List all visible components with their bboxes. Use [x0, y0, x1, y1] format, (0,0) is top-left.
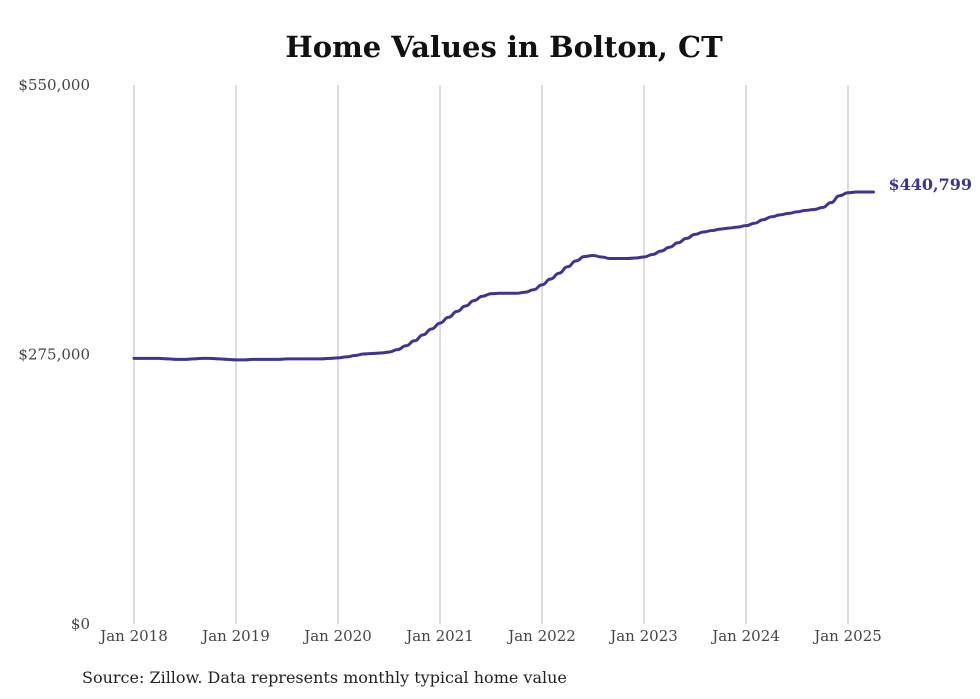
source-note: Source: Zillow. Data represents monthly … [82, 668, 567, 687]
line-chart: $0$275,000$550,000 Jan 2018 Jan 2019 Jan 2… [18, 76, 973, 645]
x-axis-tick-labels: Jan 2018 Jan 2019 Jan 2020 Jan 2021 Jan 2022… [98, 627, 882, 645]
y-tick-label: $550,000 [18, 76, 90, 94]
x-tick-label: Jan 2022 [506, 627, 576, 645]
x-tick-label: Jan 2019 [200, 627, 270, 645]
x-tick-label: Jan 2020 [302, 627, 372, 645]
y-tick-label: $0 [71, 615, 90, 633]
chart-title: Home Values in Bolton, CT [285, 30, 723, 64]
grid-lines [133, 85, 849, 624]
x-tick-label: Jan 2018 [98, 627, 168, 645]
latest-value-label: $440,799 [889, 175, 973, 194]
x-tick-label: Jan 2025 [812, 627, 882, 645]
y-axis-tick-labels: $0 $275,000 $550,000 [18, 76, 90, 633]
x-tick-label: Jan 2023 [608, 627, 678, 645]
x-tick-label: Jan 2021 [404, 627, 474, 645]
home-value-series-line [132, 190, 875, 362]
x-tick-label: Jan 2024 [710, 627, 780, 645]
y-tick-label: $275,000 [18, 346, 90, 364]
